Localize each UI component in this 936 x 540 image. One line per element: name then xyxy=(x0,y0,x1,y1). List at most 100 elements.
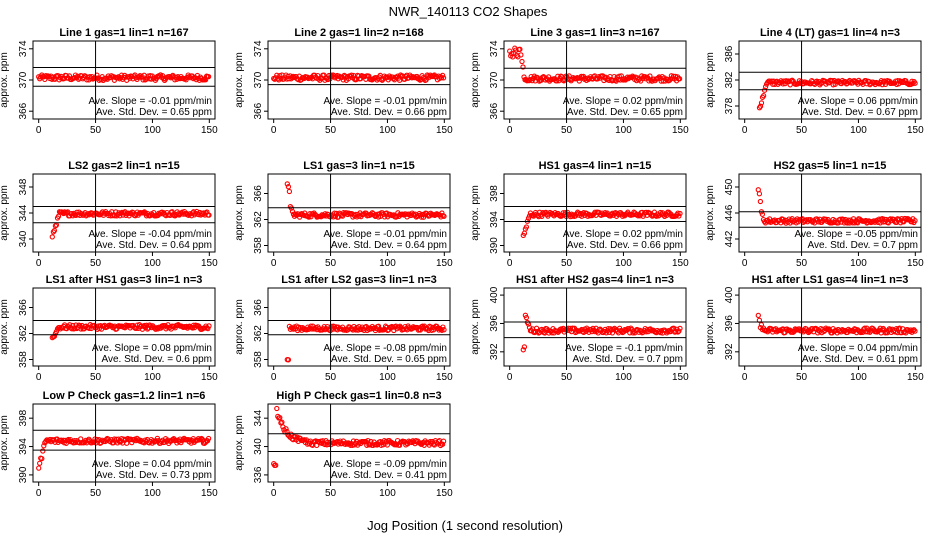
x-tick-label: 0 xyxy=(742,125,748,136)
chart-title: NWR_140113 CO2 Shapes xyxy=(389,4,548,19)
y-axis-label: approx. ppm xyxy=(0,185,10,241)
data-point xyxy=(188,213,195,219)
data-point xyxy=(205,325,211,332)
data-point xyxy=(757,198,764,205)
data-point xyxy=(197,436,204,443)
y-axis-label: approx. ppm xyxy=(470,52,481,108)
data-point xyxy=(440,438,447,444)
data-point xyxy=(676,328,682,334)
x-tick-label: 0 xyxy=(36,125,42,136)
x-tick-label: 50 xyxy=(90,125,102,136)
y-tick-label: 344 xyxy=(253,409,264,426)
data-point xyxy=(787,220,793,226)
y-axis-label: approx. ppm xyxy=(705,299,716,355)
data-point xyxy=(780,81,786,87)
data-point xyxy=(396,324,402,330)
y-tick-label: 366 xyxy=(18,299,29,316)
panel-title: HS1 after LS1 gas=4 lin=1 n=3 xyxy=(752,274,909,286)
x-tick-label: 150 xyxy=(201,488,218,499)
panel-title: LS1 after LS2 gas=3 lin=1 n=3 xyxy=(281,274,437,286)
data-point xyxy=(618,73,624,79)
data-points xyxy=(271,405,447,469)
y-tick-label: 396 xyxy=(724,315,735,332)
data-point xyxy=(837,216,843,222)
y-tick-label: 348 xyxy=(18,178,29,195)
y-axis-label: approx. ppm xyxy=(234,299,245,355)
panel: HS1 after LS1 gas=4 lin=1 n=3 approx. ppm… xyxy=(705,274,924,383)
x-tick-label: 150 xyxy=(436,372,453,383)
data-point xyxy=(53,328,60,335)
x-tick-label: 0 xyxy=(36,372,42,383)
data-points xyxy=(507,45,683,84)
data-point xyxy=(331,210,338,216)
y-tick-label: 382 xyxy=(724,71,735,88)
std-annotation: Ave. Std. Dev. = 0.73 ppm xyxy=(96,470,212,481)
x-tick-label: 150 xyxy=(672,258,689,269)
y-tick-label: 400 xyxy=(724,286,735,303)
panel: HS1 after HS2 gas=4 lin=1 n=3 approx. ppm… xyxy=(470,274,689,383)
x-tick-label: 100 xyxy=(379,125,396,136)
slope-annotation: Ave. Slope = -0.1 ppm/min xyxy=(565,343,683,354)
y-tick-label: 450 xyxy=(724,178,735,195)
data-point xyxy=(43,72,49,79)
data-point xyxy=(440,324,446,330)
y-tick-label: 362 xyxy=(18,325,29,342)
x-tick-label: 100 xyxy=(144,258,161,269)
plot-frame xyxy=(267,287,451,367)
x-tick-label: 100 xyxy=(615,258,632,269)
y-tick-label: 446 xyxy=(724,204,735,221)
panel-title: Line 4 (LT) gas=1 lin=4 n=3 xyxy=(760,27,900,39)
slope-annotation: Ave. Slope = 0.02 ppm/min xyxy=(563,96,683,107)
data-point xyxy=(520,64,526,70)
panel-title: HS2 gas=5 lin=1 n=15 xyxy=(774,160,887,172)
data-point xyxy=(51,333,58,339)
panel: HS1 gas=4 lin=1 n=15 approx. ppm 0 50 100 150… xyxy=(470,160,689,269)
panel: High P Check gas=1 lin=0.8 n=3 approx. pp… xyxy=(234,390,453,499)
x-tick-label: 50 xyxy=(796,125,808,136)
data-point xyxy=(206,212,212,218)
data-point xyxy=(285,357,292,363)
panel-title: HS1 gas=4 lin=1 n=15 xyxy=(539,160,652,172)
y-axis-label: approx. ppm xyxy=(0,52,10,108)
x-tick-label: 0 xyxy=(271,125,277,136)
x-tick-label: 150 xyxy=(672,372,689,383)
slope-annotation: Ave. Slope = -0.01 ppm/min xyxy=(324,96,448,107)
x-tick-label: 0 xyxy=(271,258,277,269)
data-point xyxy=(576,78,582,84)
y-tick-label: 392 xyxy=(724,343,735,360)
y-tick-label: 398 xyxy=(489,185,500,202)
data-point xyxy=(36,465,42,471)
x-tick-label: 50 xyxy=(325,258,337,269)
x-tick-label: 100 xyxy=(615,125,632,136)
panel-title: LS2 gas=2 lin=1 n=15 xyxy=(68,160,180,172)
data-point xyxy=(310,211,316,217)
y-tick-label: 374 xyxy=(18,40,29,57)
y-tick-label: 366 xyxy=(253,185,264,202)
x-tick-label: 100 xyxy=(615,372,632,383)
y-tick-label: 378 xyxy=(724,97,735,114)
data-point xyxy=(39,455,45,462)
panel: LS1 after LS2 gas=3 lin=1 n=3 approx. ppm… xyxy=(234,274,453,383)
panel-title: Line 1 gas=1 lin=1 n=167 xyxy=(59,27,188,39)
x-tick-label: 50 xyxy=(796,258,808,269)
data-point xyxy=(523,224,530,230)
panel: Line 2 gas=1 lin=2 n=168 approx. ppm 0 50 10… xyxy=(234,27,453,136)
y-axis-label: approx. ppm xyxy=(0,299,10,355)
panel: Line 4 (LT) gas=1 lin=4 n=3 approx. ppm 0 5… xyxy=(705,27,924,136)
x-tick-label: 150 xyxy=(907,125,924,136)
std-annotation: Ave. Std. Dev. = 0.65 ppm xyxy=(96,107,212,118)
data-point xyxy=(198,435,205,442)
x-tick-label: 100 xyxy=(850,125,867,136)
x-tick-label: 0 xyxy=(36,258,42,269)
data-point xyxy=(284,181,290,187)
data-point xyxy=(52,223,59,229)
data-point xyxy=(757,103,764,109)
std-annotation: Ave. Std. Dev. = 0.66 ppm xyxy=(567,240,683,251)
panel-title: Line 3 gas=1 lin=3 n=167 xyxy=(530,27,659,39)
data-points xyxy=(756,77,918,111)
x-tick-label: 50 xyxy=(90,488,102,499)
panel: LS1 after HS1 gas=3 lin=1 n=3 approx. ppm… xyxy=(0,274,218,383)
x-tick-label: 50 xyxy=(561,125,573,136)
data-point xyxy=(286,188,293,195)
data-point xyxy=(273,462,279,468)
